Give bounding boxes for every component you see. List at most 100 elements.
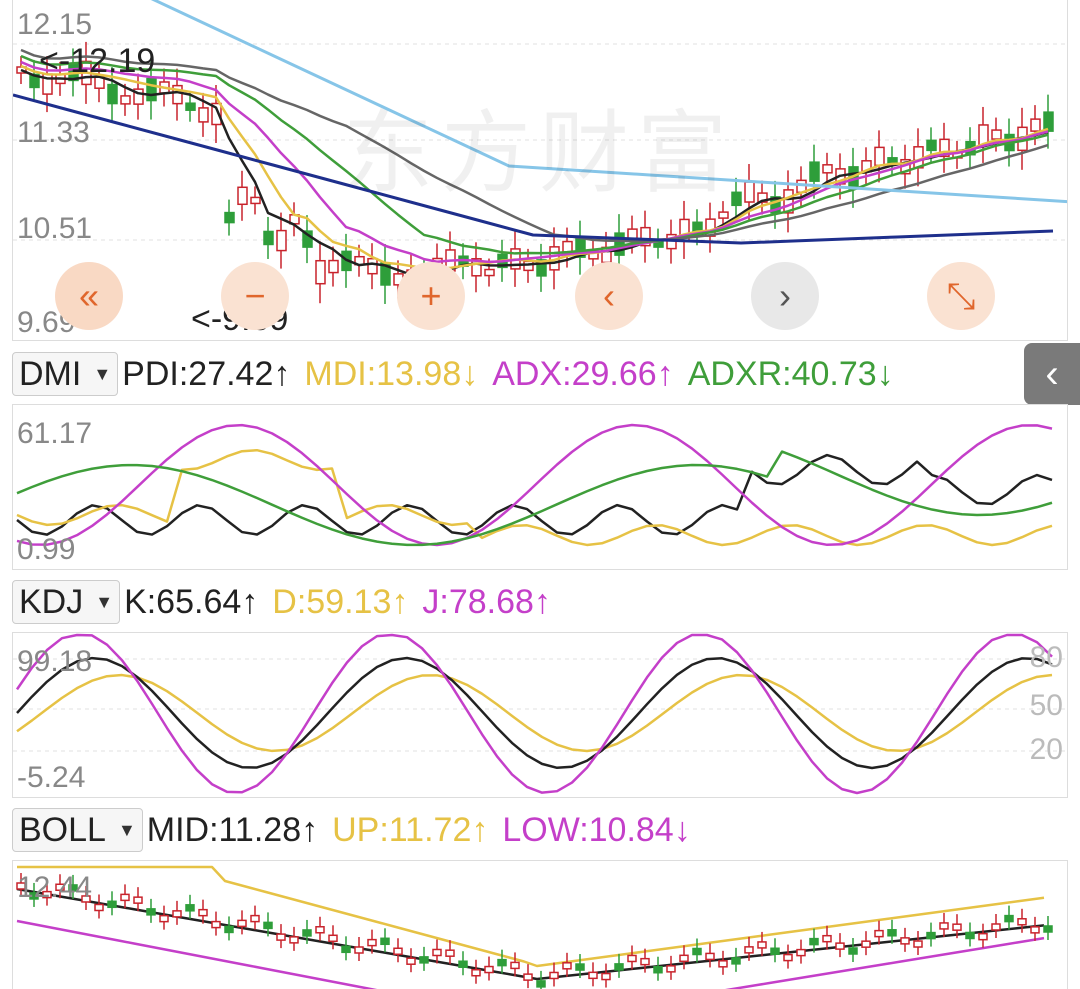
boll-panel[interactable]: 12.44 bbox=[12, 860, 1068, 989]
candle-body bbox=[640, 226, 651, 247]
zoom-out-button[interactable]: − bbox=[221, 262, 289, 330]
boll-candle-body bbox=[588, 971, 598, 980]
boll-candle-body bbox=[393, 947, 403, 956]
candle-body bbox=[1030, 118, 1041, 132]
boll-axis-top: 12.44 bbox=[17, 871, 93, 904]
dropdown-caret-icon: ▼ bbox=[95, 591, 114, 612]
dmi-pdi-value: PDI:27.42↑ bbox=[122, 354, 291, 393]
candle-body bbox=[614, 232, 625, 256]
boll-candle-body bbox=[354, 946, 364, 954]
candle-body bbox=[484, 268, 495, 277]
candle-body bbox=[328, 259, 339, 274]
boll-candle-body bbox=[562, 962, 572, 970]
boll-candle-body bbox=[1043, 925, 1053, 933]
kdj-d-line bbox=[16, 673, 1053, 753]
pdi-line bbox=[16, 453, 1053, 536]
minus-icon: − bbox=[244, 275, 266, 316]
boll-candle-body bbox=[757, 941, 767, 949]
kdj-selector[interactable]: KDJ ▼ bbox=[12, 580, 121, 624]
dmi-axis-top: 61.17 bbox=[17, 417, 93, 450]
dmi-panel[interactable]: 61.17 0.99 bbox=[12, 404, 1068, 570]
boll-candle-body bbox=[172, 910, 182, 918]
kdj-level-80: 80 bbox=[1029, 641, 1063, 674]
candle-body bbox=[367, 257, 378, 275]
boll-candle-body bbox=[640, 957, 650, 966]
boll-candle-body bbox=[848, 947, 858, 955]
boll-candle-body bbox=[445, 949, 455, 957]
boll-candle-body bbox=[484, 965, 494, 974]
boll-candle-body bbox=[822, 934, 832, 943]
kdj-j-value: J:78.68↑ bbox=[422, 582, 551, 621]
boll-candle-body bbox=[250, 914, 260, 923]
axis-label-top: 12.15 bbox=[17, 8, 93, 41]
kdj-j-line bbox=[15, 633, 1053, 795]
axis-label-2: 11.33 bbox=[17, 116, 90, 149]
boll-candle-body bbox=[276, 933, 286, 941]
plus-icon: + bbox=[420, 275, 442, 316]
boll-candle-body bbox=[549, 971, 559, 980]
watermark-text: 东方财富 bbox=[343, 104, 735, 204]
boll-candle-body bbox=[991, 923, 1001, 931]
chevron-left-icon: ‹ bbox=[603, 275, 615, 316]
boll-selector[interactable]: BOLL ▼ bbox=[12, 808, 143, 852]
boll-candle-body bbox=[1030, 926, 1040, 934]
kdj-axis-bottom: -5.24 bbox=[17, 761, 86, 794]
boll-candle-body bbox=[783, 953, 793, 962]
dropdown-caret-icon: ▼ bbox=[93, 363, 112, 384]
mdi-line bbox=[16, 448, 1053, 547]
collapse-side-tab[interactable]: ‹ bbox=[1024, 343, 1080, 405]
candle-body bbox=[536, 259, 547, 277]
boll-candle-body bbox=[406, 957, 416, 965]
main-kline-panel[interactable]: 东方财富 12.15 11.33 10.51 9.69 <-12.19 <-9.… bbox=[12, 0, 1068, 341]
double-left-arrow-icon: « bbox=[78, 275, 100, 316]
boll-candle-body bbox=[237, 919, 247, 928]
adx-line bbox=[16, 423, 1053, 547]
boll-candle-body bbox=[887, 929, 897, 937]
boll-candle-body bbox=[809, 937, 819, 946]
boll-candle-body bbox=[497, 958, 507, 967]
candle-body bbox=[133, 88, 144, 105]
fullscreen-button[interactable]: ⤡ bbox=[927, 262, 995, 330]
boll-candle-body bbox=[926, 931, 936, 940]
boll-candle-body bbox=[328, 934, 338, 943]
candle-body bbox=[224, 211, 235, 224]
prev-page-button[interactable]: « bbox=[55, 262, 123, 330]
candle-body bbox=[874, 146, 885, 167]
boll-candle-body bbox=[159, 914, 169, 923]
dmi-adx-value: ADX:29.66↑ bbox=[492, 354, 674, 393]
boll-candle-body bbox=[614, 963, 624, 971]
boll-candle-body bbox=[679, 954, 689, 963]
candle-body bbox=[146, 77, 157, 102]
scroll-right-button[interactable]: › bbox=[751, 262, 819, 330]
high-price-marker: <-12.19 bbox=[39, 42, 156, 80]
adxr-line bbox=[16, 450, 1053, 547]
boll-candle-body bbox=[575, 963, 585, 971]
dmi-selector[interactable]: DMI ▼ bbox=[12, 352, 119, 396]
candle-body bbox=[276, 229, 287, 252]
scroll-left-button[interactable]: ‹ bbox=[575, 262, 643, 330]
boll-candle-body bbox=[692, 947, 702, 956]
boll-candle-body bbox=[939, 922, 949, 930]
boll-candle-body bbox=[68, 884, 78, 892]
candle-body bbox=[991, 129, 1002, 140]
boll-candle-body bbox=[523, 973, 533, 981]
boll-candle-body bbox=[380, 937, 390, 946]
zoom-in-button[interactable]: + bbox=[397, 262, 465, 330]
boll-candle-body bbox=[55, 883, 65, 891]
boll-mid-value: MID:11.28↑ bbox=[146, 810, 319, 849]
boll-candle-body bbox=[653, 965, 663, 974]
boll-candle-body bbox=[458, 960, 468, 968]
ma10-line bbox=[20, 64, 1049, 271]
dmi-indicator-bar: DMI ▼ PDI:27.42↑ MDI:13.98↓ ADX:29.66↑ AD… bbox=[12, 352, 1012, 396]
kdj-panel[interactable]: 99.18 -5.24 80 50 20 bbox=[12, 632, 1068, 798]
dropdown-caret-icon: ▼ bbox=[117, 819, 136, 840]
boll-selector-label: BOLL bbox=[19, 810, 106, 849]
boll-candle-body bbox=[1017, 918, 1027, 926]
chevron-right-icon: › bbox=[779, 275, 791, 316]
candle-body bbox=[783, 189, 794, 214]
expand-icon: ⤡ bbox=[946, 274, 976, 316]
main-kline-chart bbox=[13, 0, 1067, 306]
boll-candle-body bbox=[913, 940, 923, 948]
candle-body bbox=[120, 95, 131, 105]
boll-candle-body bbox=[224, 925, 234, 934]
